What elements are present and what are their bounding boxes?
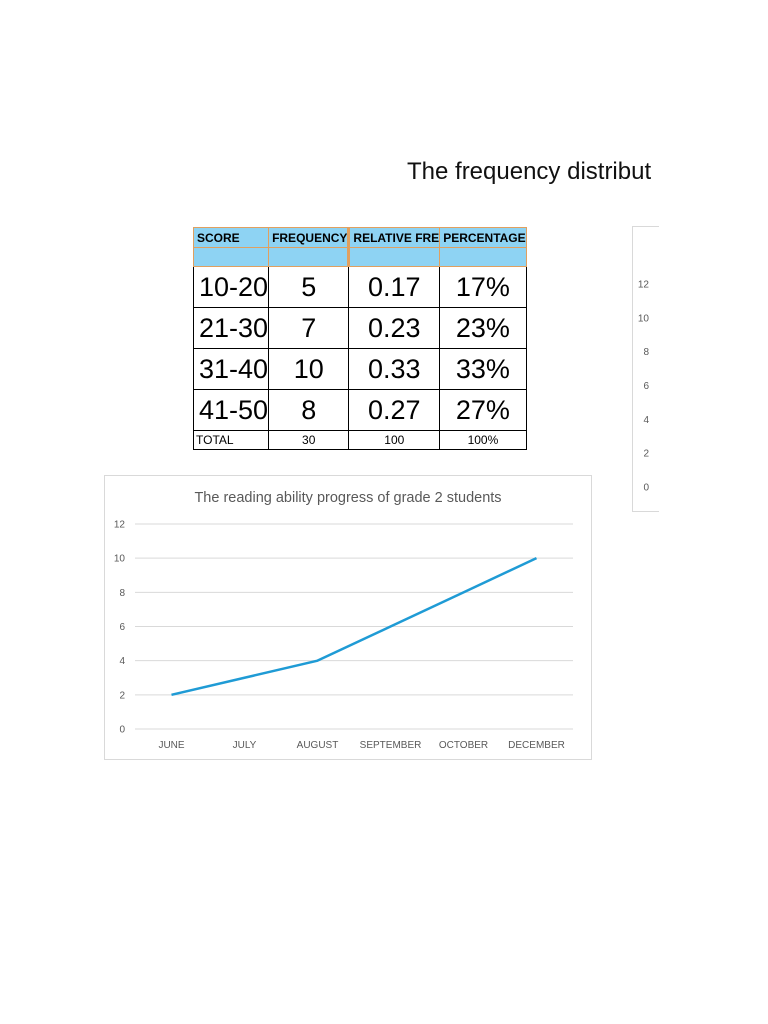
total-frequency-cell: 30 [268, 430, 350, 450]
relative-frequency-cell: 0.27 [348, 389, 441, 431]
frequency-cell: 5 [268, 266, 350, 308]
total-relative-cell: 100 [348, 430, 441, 450]
total-percentage-cell: 100% [439, 430, 527, 450]
percentage-cell: 27% [439, 389, 527, 431]
header-spacer-cell [192, 247, 270, 267]
header-spacer-cell [347, 247, 441, 267]
y-tick-label: 4 [119, 656, 125, 667]
x-tick-label: DECEMBER [508, 740, 565, 751]
frequency-cell: 10 [268, 348, 350, 390]
table-row: 21-30 7 0.23 23% [192, 307, 527, 349]
frequency-table: SCORE FREQUENCY RELATIVE FRE PERCENTAGE … [192, 227, 527, 450]
y-tick-label: 6 [643, 381, 649, 392]
y-tick-label: 8 [643, 347, 649, 358]
y-tick-label: 12 [114, 520, 126, 531]
relative-frequency-cell: 0.33 [348, 348, 441, 390]
x-tick-label: JULY [233, 740, 257, 751]
chart-title: The reading ability progress of grade 2 … [194, 490, 501, 506]
y-tick-label: 2 [643, 449, 649, 460]
header-relative-frequency: RELATIVE FRE [347, 227, 441, 248]
header-frequency: FREQUENCY [268, 227, 350, 248]
page-margin [659, 0, 768, 1024]
y-tick-label: 8 [119, 588, 125, 599]
reading-progress-chart: The reading ability progress of grade 2 … [104, 475, 592, 760]
table-header-spacer-row [192, 247, 527, 267]
relative-frequency-cell: 0.17 [348, 266, 441, 308]
score-cell: 31-40 [192, 348, 270, 390]
y-tick-label: 2 [119, 690, 125, 701]
y-tick-label: 6 [119, 622, 125, 633]
x-tick-label: OCTOBER [439, 740, 488, 751]
table-row: 10-20 5 0.17 17% [192, 266, 527, 308]
side-chart: 0 2 4 6 8 10 12 [632, 226, 663, 512]
series-line [171, 557, 538, 697]
percentage-cell: 33% [439, 348, 527, 390]
header-spacer-cell [439, 247, 527, 267]
page-heading: The frequency distribut [407, 158, 652, 185]
y-tick-label: 10 [114, 554, 126, 565]
table-header-row: SCORE FREQUENCY RELATIVE FRE PERCENTAGE [192, 227, 527, 248]
table-row: 31-40 10 0.33 33% [192, 348, 527, 390]
y-tick-label: 0 [119, 725, 125, 736]
frequency-cell: 8 [268, 389, 350, 431]
side-chart-svg: 0 2 4 6 8 10 12 [638, 280, 650, 494]
percentage-cell: 23% [439, 307, 527, 349]
reading-progress-chart-svg: The reading ability progress of grade 2 … [114, 490, 573, 751]
total-label-cell: TOTAL [192, 430, 270, 450]
table-row: 41-50 8 0.27 27% [192, 389, 527, 431]
frequency-cell: 7 [268, 307, 350, 349]
x-tick-label: SEPTEMBER [360, 740, 422, 751]
score-cell: 21-30 [192, 307, 270, 349]
header-score: SCORE [192, 227, 270, 248]
percentage-cell: 17% [439, 266, 527, 308]
y-tick-label: 4 [643, 415, 649, 426]
x-tick-label: JUNE [158, 740, 184, 751]
score-cell: 10-20 [192, 266, 270, 308]
x-tick-label: AUGUST [297, 740, 339, 751]
header-percentage: PERCENTAGE [439, 227, 527, 248]
score-cell: 41-50 [192, 389, 270, 431]
header-spacer-cell [268, 247, 350, 267]
y-tick-label: 12 [638, 280, 650, 291]
relative-frequency-cell: 0.23 [348, 307, 441, 349]
y-tick-label: 10 [638, 313, 650, 324]
y-tick-label: 0 [643, 483, 649, 494]
table-total-row: TOTAL 30 100 100% [192, 430, 527, 450]
